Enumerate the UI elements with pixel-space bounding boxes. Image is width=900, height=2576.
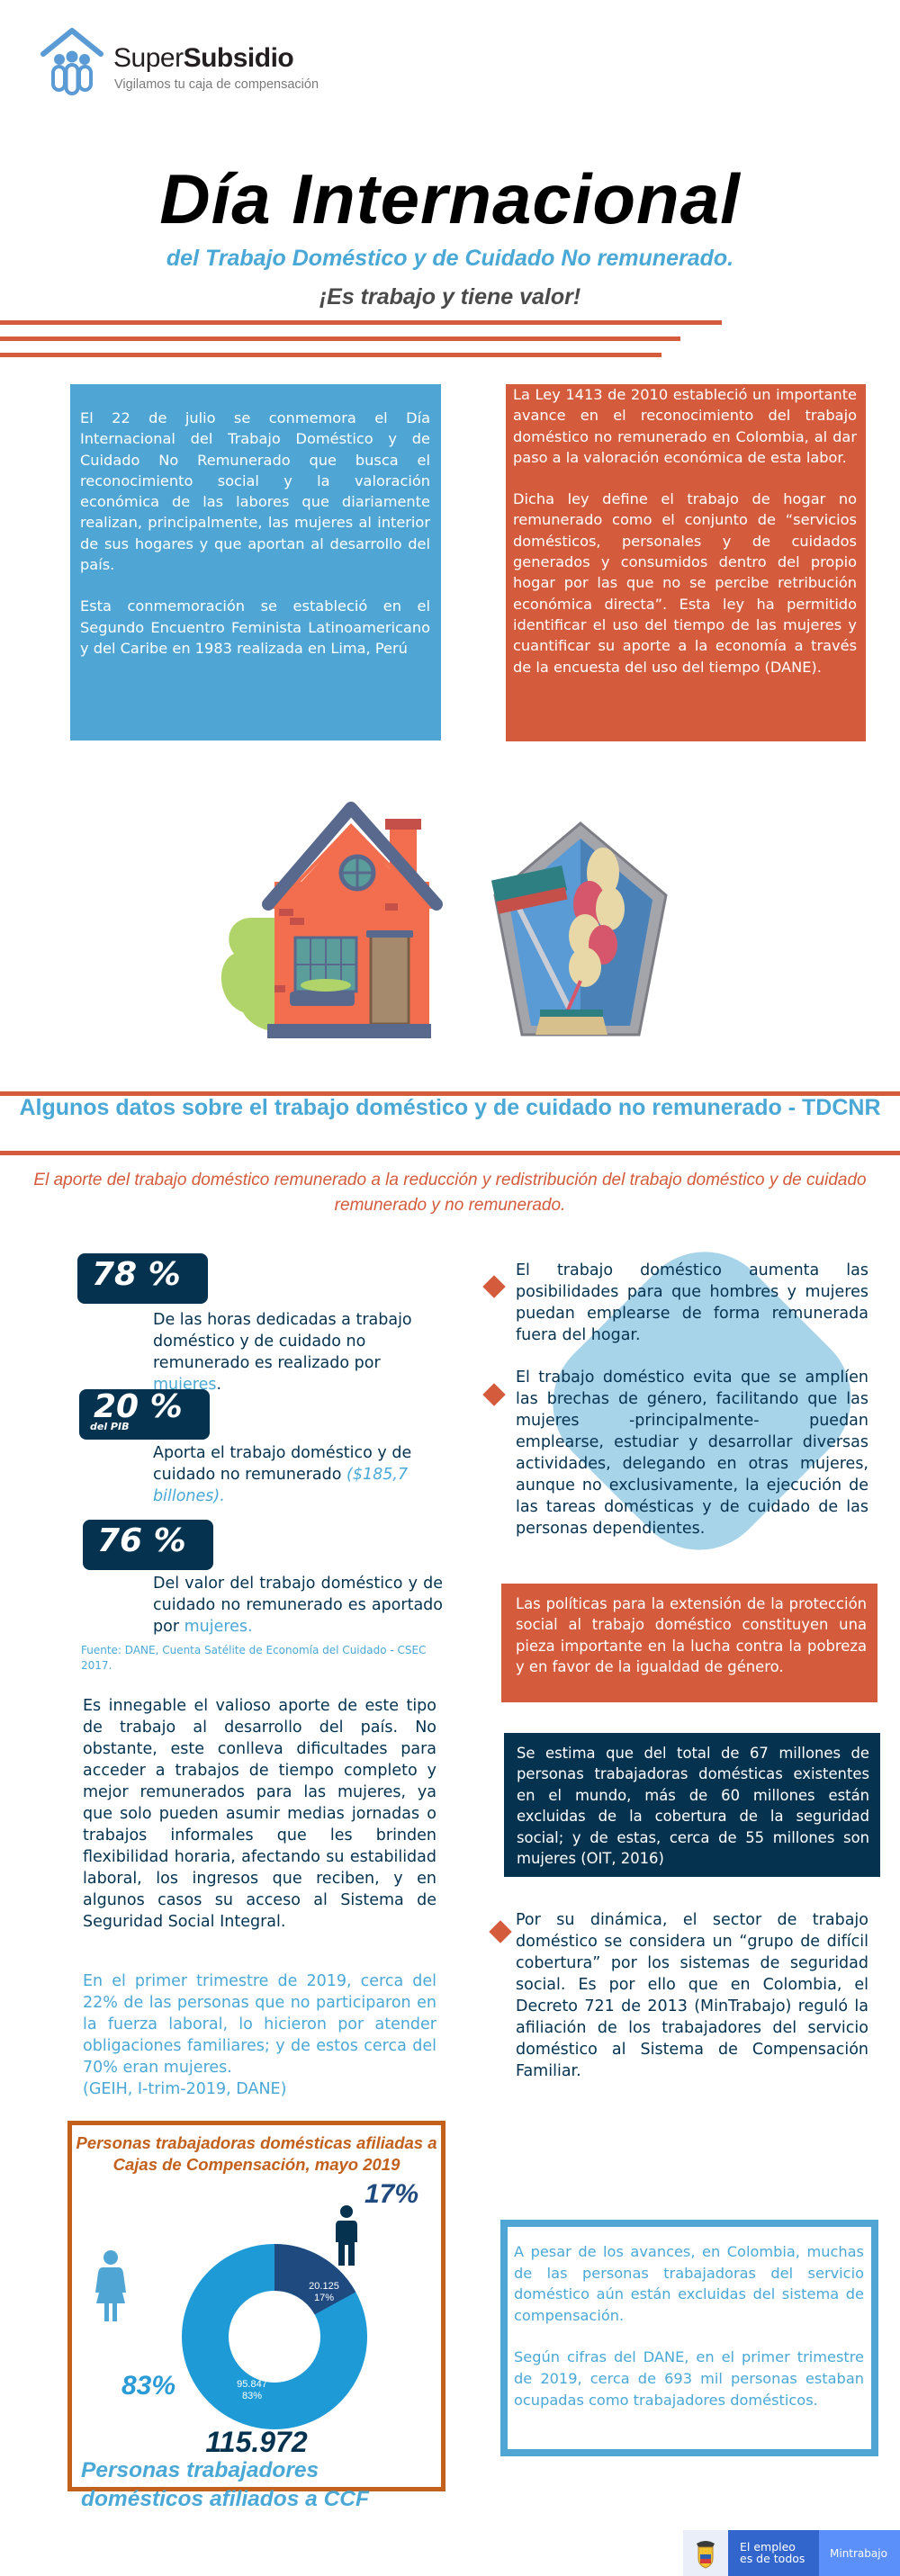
- section-title: Algunos datos sobre el trabajo doméstico…: [19, 1095, 881, 1120]
- chart-title: Personas trabajadoras domésticas afiliad…: [76, 2133, 437, 2174]
- affiliates-chart-box: Personas trabajadoras domésticas afiliad…: [68, 2121, 446, 2511]
- impact-paragraph: Es innegable el valioso aporte de este t…: [83, 1697, 436, 1931]
- labor-force-paragraph: En el primer trimestre de 2019, cerca de…: [83, 1972, 436, 2098]
- stats-source: Fuente: DANE, Cuenta Satélite de Economí…: [81, 1644, 427, 1672]
- exclusion-paragraph: A pesar de los avances, en Colombia, muc…: [514, 2243, 864, 2324]
- decreto-text: Por su dinámica, el sector de trabajo do…: [516, 1911, 868, 2080]
- colombia-coat-of-arms-icon: [683, 2530, 728, 2576]
- total-affiliates: 115.972: [205, 2426, 308, 2458]
- diamond-bullet-icon: [482, 1383, 506, 1406]
- intro-paragraph: Esta conmemoración se estableció en el S…: [80, 597, 430, 657]
- bullet-text: El trabajo doméstico aumenta las posibil…: [516, 1261, 868, 1344]
- law-paragraph: Dicha ley define el trabajo de hogar no …: [513, 490, 857, 676]
- house-icon: [220, 802, 443, 1038]
- woman-icon: [95, 2250, 126, 2321]
- decorative-line: [0, 320, 722, 325]
- oit-navy-box: Se estima que del total de 67 millones d…: [504, 1733, 880, 1877]
- stat-description: Del valor del trabajo doméstico y de cui…: [153, 1575, 443, 1636]
- stat-description: Aporta el trabajo doméstico y de cuidado…: [153, 1444, 412, 1505]
- law-paragraph: La Ley 1413 de 2010 estableció un import…: [513, 386, 857, 466]
- section-divider: [0, 1091, 900, 1096]
- ministry-name: Mintrabajo: [819, 2530, 900, 2576]
- page-title: Día Internacional: [159, 159, 741, 238]
- policy-orange-box: Las políticas para la extensión de la pr…: [501, 1584, 878, 1702]
- stat-badge-78: 78 %: [77, 1253, 208, 1304]
- donut-men-segment: [182, 2244, 367, 2429]
- dane-paragraph: Según cifras del DANE, en el primer trim…: [514, 2348, 864, 2409]
- intro-paragraph: El 22 de julio se conmemora el Día Inter…: [80, 409, 430, 574]
- brand-logo: SuperSubsidio Vigilamos tu caja de compe…: [40, 27, 346, 99]
- donut-men-label: 20.125 17%: [309, 2281, 339, 2303]
- house-people-icon: [40, 28, 104, 95]
- man-icon: [336, 2205, 357, 2266]
- stat-description: De las horas dedicadas a trabajo domésti…: [153, 1311, 412, 1394]
- decorative-line: [0, 337, 680, 341]
- total-affiliates-label: Personas trabajadores domésticos afiliad…: [81, 2458, 369, 2511]
- house-and-cleaning-illustration: [220, 802, 668, 1038]
- slogan: El empleo es de todos: [728, 2530, 819, 2576]
- bullet-text: El trabajo doméstico evita que se amplíe…: [516, 1369, 868, 1538]
- diamond-bullet-icon: [489, 1920, 512, 1943]
- page-subtitle: del Trabajo Doméstico y de Cuidado No re…: [166, 246, 734, 271]
- section-subtitle: El aporte del trabajo doméstico remunera…: [33, 1171, 867, 1215]
- women-percentage: 83%: [122, 2371, 176, 2401]
- donut-women-label: 95.847 83%: [237, 2379, 267, 2401]
- intro-orange-box: La Ley 1413 de 2010 estableció un import…: [506, 384, 866, 741]
- page-tagline: ¡Es trabajo y tiene valor!: [319, 284, 581, 310]
- mintrabajo-footer: El empleo es de todos Mintrabajo: [683, 2530, 900, 2576]
- exclusion-outline-box: A pesar de los avances, en Colombia, muc…: [500, 2220, 878, 2456]
- brand-name: SuperSubsidio: [113, 43, 294, 73]
- stat-badge-76: 76 %: [83, 1520, 213, 1570]
- men-percentage: 17%: [364, 2179, 419, 2209]
- diamond-bullet-icon: [482, 1275, 506, 1298]
- decorative-line: [0, 353, 662, 357]
- intro-blue-box: El 22 de julio se conmemora el Día Inter…: [70, 384, 441, 740]
- brand-tagline: Vigilamos tu caja de compensación: [114, 77, 320, 92]
- donut-chart: [182, 2244, 367, 2429]
- section-divider: [0, 1151, 900, 1155]
- cleaning-tools-icon: [490, 821, 668, 1037]
- stat-badge-20: 20 % del PIB: [79, 1389, 210, 1440]
